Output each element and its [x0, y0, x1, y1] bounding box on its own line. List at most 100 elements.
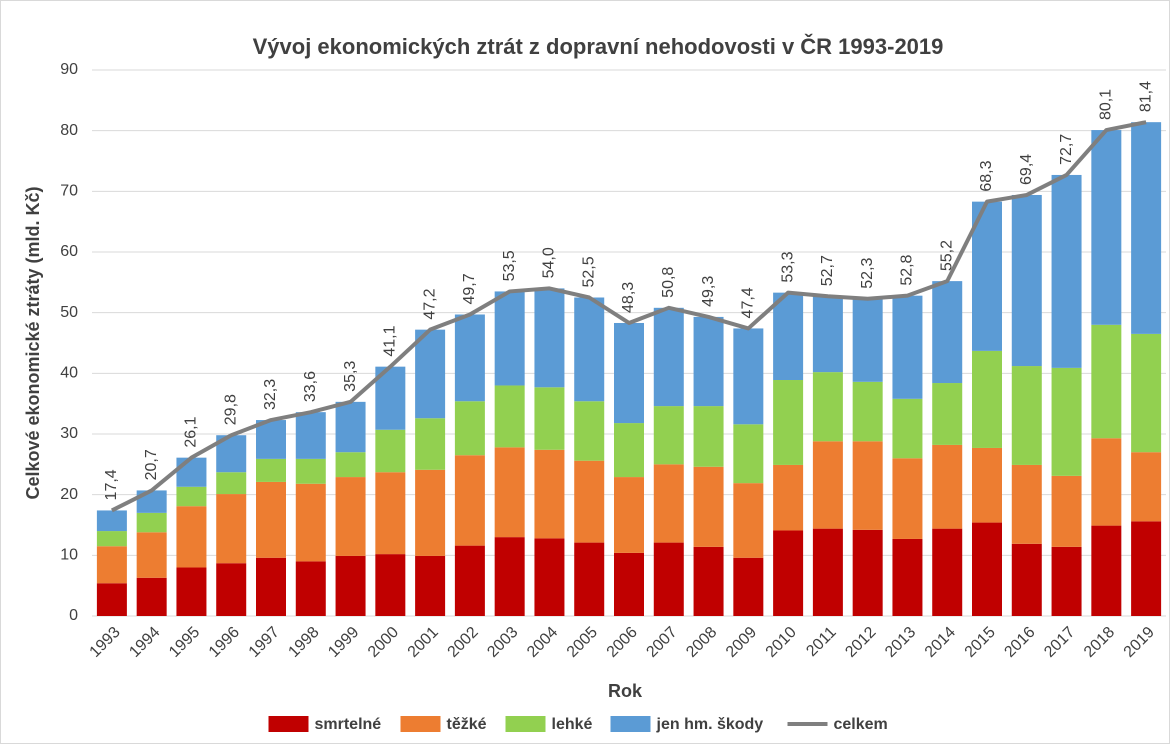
- bar-segment: [256, 557, 286, 616]
- y-tick-label: 90: [60, 61, 78, 78]
- bar-segment: [1131, 333, 1162, 453]
- bar-segment: [1091, 324, 1122, 439]
- bar-segment: [812, 441, 843, 529]
- bar-segment: [534, 387, 565, 450]
- bar-segment: [335, 555, 366, 616]
- bar-segment: [972, 447, 1002, 523]
- data-label: 32,3: [262, 379, 279, 410]
- bar-segment: [454, 401, 485, 456]
- bar-segment: [852, 298, 883, 382]
- bar-segment: [614, 423, 644, 478]
- data-label: 81,4: [1137, 81, 1154, 112]
- bar-segment: [932, 528, 963, 616]
- bar-segment: [1091, 130, 1122, 325]
- bar-segment: [176, 486, 207, 507]
- bar-segment: [733, 483, 764, 558]
- bar-segment: [415, 469, 446, 556]
- data-label: 26,1: [183, 416, 200, 447]
- bar-segment: [932, 383, 963, 445]
- bar-segment: [415, 329, 446, 419]
- bar-segment: [216, 563, 247, 616]
- bar-segment: [295, 483, 326, 562]
- bar-segment: [96, 510, 127, 532]
- bar-segment: [574, 401, 605, 461]
- bar-segment: [454, 455, 485, 546]
- legend-label: jen hm. škody: [656, 716, 764, 733]
- bar-segment: [932, 444, 963, 529]
- legend-swatch: [268, 716, 309, 732]
- data-label: 72,7: [1058, 134, 1075, 165]
- x-axis-label: Rok: [608, 681, 643, 701]
- bar-segment: [932, 281, 963, 384]
- bar-segment: [1011, 464, 1042, 544]
- bar-segment: [494, 385, 525, 448]
- bar-segment: [534, 538, 565, 616]
- data-label: 52,7: [819, 255, 836, 286]
- bar-segment: [216, 494, 247, 564]
- legend-label: těžké: [447, 716, 487, 733]
- bar-segment: [852, 529, 883, 616]
- bar-segment: [693, 316, 724, 407]
- data-label: 49,7: [461, 273, 478, 304]
- bar-segment: [335, 401, 366, 453]
- y-tick-label: 50: [60, 304, 78, 321]
- bar-segment: [494, 291, 525, 386]
- data-label: 17,4: [103, 469, 120, 500]
- bar-segment: [773, 464, 804, 531]
- bar-segment: [176, 567, 207, 616]
- data-label: 52,8: [899, 254, 916, 285]
- data-label: 69,4: [1018, 154, 1035, 185]
- bar-segment: [136, 512, 167, 533]
- bar-segment: [773, 530, 804, 616]
- bar-segment: [614, 552, 644, 616]
- y-tick-label: 20: [60, 486, 78, 503]
- data-label: 50,8: [660, 267, 677, 298]
- total-line: [110, 120, 1147, 513]
- data-label: 20,7: [143, 449, 160, 480]
- bar-segment: [534, 449, 565, 539]
- bar-segment: [972, 201, 1002, 351]
- bar-segment: [773, 380, 804, 465]
- y-tick-label: 70: [60, 183, 78, 200]
- bar-segment: [136, 577, 167, 616]
- bar-segment: [454, 545, 485, 616]
- bar-segment: [176, 506, 207, 568]
- data-label: 52,3: [859, 257, 876, 288]
- bar-segment: [852, 381, 883, 442]
- legend-label: smrtelné: [315, 716, 382, 733]
- bar-segment: [972, 522, 1002, 616]
- bar-segment: [653, 307, 684, 407]
- data-label: 54,0: [541, 247, 558, 278]
- bar-segment: [136, 532, 167, 578]
- data-label: 53,5: [501, 250, 518, 281]
- bar-segment: [892, 458, 923, 539]
- bar-segment: [1131, 452, 1162, 522]
- bar-segment: [574, 297, 605, 402]
- bar-segment: [96, 531, 127, 547]
- bar-segment: [1131, 521, 1162, 616]
- data-label: 47,4: [740, 287, 757, 318]
- bar-segment: [1131, 122, 1162, 334]
- bar-segment: [1011, 194, 1042, 367]
- bar-segment: [1091, 525, 1122, 616]
- data-label: 53,3: [779, 251, 796, 282]
- bar-segment: [295, 458, 326, 484]
- bar-segment: [1011, 543, 1042, 616]
- bar-segment: [96, 546, 127, 584]
- bar-segment: [773, 292, 804, 381]
- bar-segment: [256, 481, 286, 558]
- data-label: 41,1: [382, 325, 399, 356]
- legend-label: lehké: [552, 716, 593, 733]
- data-label: 35,3: [342, 361, 359, 392]
- bar-segment: [574, 542, 605, 616]
- bar-segment: [415, 418, 446, 470]
- bar-segment: [494, 447, 525, 538]
- bar-segment: [335, 452, 366, 478]
- bar-segment: [693, 406, 724, 467]
- bar-segment: [494, 537, 525, 616]
- bar-segment: [852, 441, 883, 530]
- bar-segment: [892, 538, 923, 616]
- bar-segment: [1091, 438, 1122, 526]
- bar-segment: [614, 477, 644, 553]
- data-label: 80,1: [1098, 89, 1115, 120]
